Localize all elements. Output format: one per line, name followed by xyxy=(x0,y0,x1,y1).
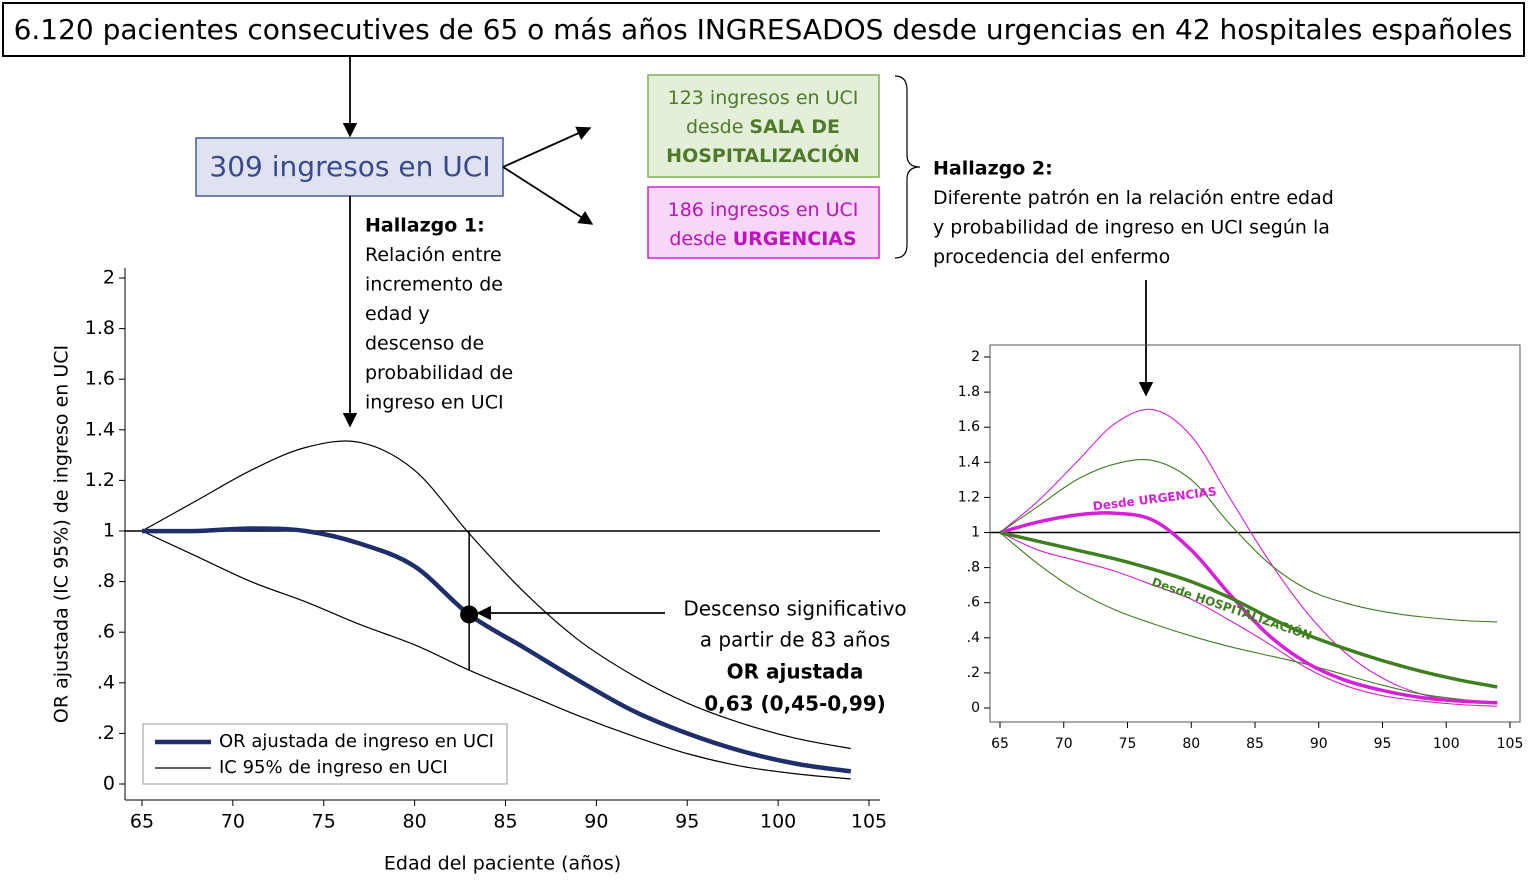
x-tick-label: 105 xyxy=(1497,736,1524,752)
x-tick-label: 75 xyxy=(312,811,336,833)
ci-line xyxy=(141,530,851,780)
box-line: desde SALA DE xyxy=(686,116,840,138)
y-tick-label: 1 xyxy=(103,520,115,542)
annotation-bold: 0,63 (0,45-0,99) xyxy=(704,692,886,716)
finding-line: incremento de xyxy=(365,274,503,296)
y-tick-label: 1.8 xyxy=(85,317,115,339)
x-tick-label: 65 xyxy=(991,736,1009,752)
annotation-line: a partir de 83 años xyxy=(700,628,891,652)
y-tick-label: 0 xyxy=(103,773,115,795)
series-line xyxy=(141,526,852,774)
x-tick-label: 70 xyxy=(221,811,245,833)
y-tick-label: .8 xyxy=(967,560,980,576)
y-tick-label: .6 xyxy=(97,621,115,643)
y-tick-label: .4 xyxy=(97,671,115,693)
box-line: desde URGENCIAS xyxy=(669,228,856,250)
finding-line: descenso de xyxy=(365,333,484,355)
box-text: desde xyxy=(669,228,726,250)
box-text: 186 ingresos en UCI xyxy=(668,199,859,221)
title: 6.120 pacientes consecutives de 65 o más… xyxy=(14,13,1513,46)
ci-line xyxy=(141,440,851,750)
sala-box xyxy=(647,74,880,178)
legend-box xyxy=(142,723,508,785)
annotation-line: Descenso significativo xyxy=(683,597,906,621)
finding-line: edad y xyxy=(365,303,430,325)
box-bold: SALA DE xyxy=(749,116,840,138)
main-box-text: 309 ingresos en UCI xyxy=(209,150,490,183)
x-tick-label: 90 xyxy=(1310,736,1328,752)
finding-line: Diferente patrón en la relación entre ed… xyxy=(933,187,1334,209)
plot-frame xyxy=(989,344,1521,723)
y-tick-label: 2 xyxy=(103,267,115,289)
y-tick-label: .2 xyxy=(967,665,980,681)
ci-line xyxy=(999,458,1498,623)
x-tick-label: 80 xyxy=(403,811,427,833)
y-tick-label: 1.2 xyxy=(85,469,115,491)
chart: 0 .2 .4 .6 .8 1 1.2 1.4 1.6 1.8 2 65 70 75 80 85 90 95 100… xyxy=(51,267,888,875)
x-tick-label: 95 xyxy=(1374,736,1392,752)
title-box xyxy=(2,2,1525,57)
y-tick-label: 2 xyxy=(971,349,980,365)
finding-line: probabilidad de xyxy=(365,362,513,384)
finding-line: y probabilidad de ingreso en UCI según l… xyxy=(933,217,1330,239)
main-box xyxy=(195,137,504,197)
x-tick-label: 100 xyxy=(760,811,796,833)
x-tick-label: 80 xyxy=(1182,736,1200,752)
x-tick-label: 95 xyxy=(675,811,699,833)
urg-box xyxy=(647,186,880,259)
box-line: 186 ingresos en UCI xyxy=(668,199,859,221)
x-tick-label: 100 xyxy=(1433,736,1460,752)
x-tick-label: 65 xyxy=(130,811,154,833)
legend-label: OR ajustada de ingreso en UCI xyxy=(219,731,494,752)
y-tick-label: 1 xyxy=(971,525,980,541)
finding-line: procedencia del enfermo xyxy=(933,246,1170,268)
x-tick-label: 90 xyxy=(584,811,608,833)
y-tick-label: 1.6 xyxy=(958,419,980,435)
box-text: desde xyxy=(686,116,743,138)
ci-line xyxy=(999,532,1498,707)
annotation-bold: OR ajustada xyxy=(727,660,864,684)
arrows xyxy=(342,56,1154,621)
ci-line xyxy=(999,408,1498,704)
finding-heading: Hallazgo 1: xyxy=(365,215,485,237)
finding-line: Relación entre xyxy=(365,244,502,266)
y-axis-label: OR ajustada (IC 95%) de ingreso en UCI xyxy=(51,345,73,723)
y-tick-label: .8 xyxy=(97,570,115,592)
y-tick-label: 1.8 xyxy=(958,384,980,400)
ci-line xyxy=(999,532,1498,704)
series-line xyxy=(999,511,1498,705)
finding-line: ingreso en UCI xyxy=(365,392,504,414)
x-tick-label: 75 xyxy=(1119,736,1137,752)
box-bold: HOSPITALIZACIÓN xyxy=(666,143,860,167)
box-line: HOSPITALIZACIÓN xyxy=(666,143,860,167)
y-tick-label: 1.6 xyxy=(85,368,115,390)
series-line xyxy=(999,530,1498,689)
x-tick-label: 85 xyxy=(1246,736,1264,752)
legend-label: IC 95% de ingreso en UCI xyxy=(219,757,448,778)
y-tick-label: 1.4 xyxy=(958,454,980,470)
series-label: Desde URGENCIAS xyxy=(1092,484,1217,513)
box-line: 123 ingresos en UCI xyxy=(668,87,859,109)
box-bold: URGENCIAS xyxy=(733,228,857,250)
x-axis-label: Edad del paciente (años) xyxy=(384,853,621,875)
y-tick-label: 1.2 xyxy=(958,489,980,505)
y-tick-label: .2 xyxy=(97,722,115,744)
chart: 0 .2 .4 .6 .8 1 1.2 1.4 1.6 1.8 2 65 70 75 80 85 90 95 100… xyxy=(958,344,1524,752)
series-label: Desde HOSPITALIZACIÓN xyxy=(1150,574,1314,643)
highlight-point xyxy=(460,605,479,624)
y-tick-label: 0 xyxy=(971,700,980,716)
box-text: 123 ingresos en UCI xyxy=(668,87,859,109)
x-tick-label: 70 xyxy=(1055,736,1073,752)
x-tick-label: 105 xyxy=(851,811,887,833)
x-tick-label: 85 xyxy=(493,811,517,833)
y-tick-label: .6 xyxy=(967,595,980,611)
finding-heading: Hallazgo 2: xyxy=(933,158,1053,180)
y-tick-label: .4 xyxy=(967,630,980,646)
y-tick-label: 1.4 xyxy=(85,418,115,440)
